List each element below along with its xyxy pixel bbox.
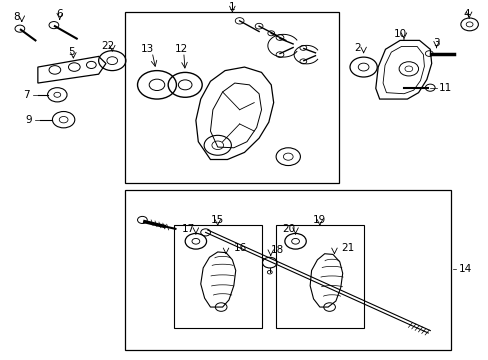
Text: 17: 17 <box>182 224 195 234</box>
Bar <box>276 225 363 328</box>
Text: 3: 3 <box>432 38 439 48</box>
Text: 11: 11 <box>438 83 451 93</box>
Bar <box>174 225 261 328</box>
Text: 1: 1 <box>228 2 235 12</box>
Text: 20: 20 <box>282 224 295 234</box>
Text: 14: 14 <box>458 264 471 274</box>
Text: 21: 21 <box>341 243 354 253</box>
Bar <box>125 190 450 350</box>
Text: 7: 7 <box>23 90 30 100</box>
Text: 2: 2 <box>353 42 360 53</box>
Text: 9: 9 <box>25 115 31 125</box>
Text: 15: 15 <box>211 215 224 225</box>
Text: 19: 19 <box>313 215 326 225</box>
Text: 18: 18 <box>271 245 284 255</box>
Text: 22: 22 <box>102 41 115 51</box>
Text: 5: 5 <box>68 47 75 57</box>
Text: 6: 6 <box>56 9 63 19</box>
Text: 4: 4 <box>463 9 469 19</box>
Text: 12: 12 <box>174 44 187 54</box>
Text: 10: 10 <box>393 30 406 39</box>
Text: 16: 16 <box>233 243 246 253</box>
Text: 13: 13 <box>141 44 154 54</box>
Bar <box>125 12 339 183</box>
Text: 8: 8 <box>14 12 20 22</box>
